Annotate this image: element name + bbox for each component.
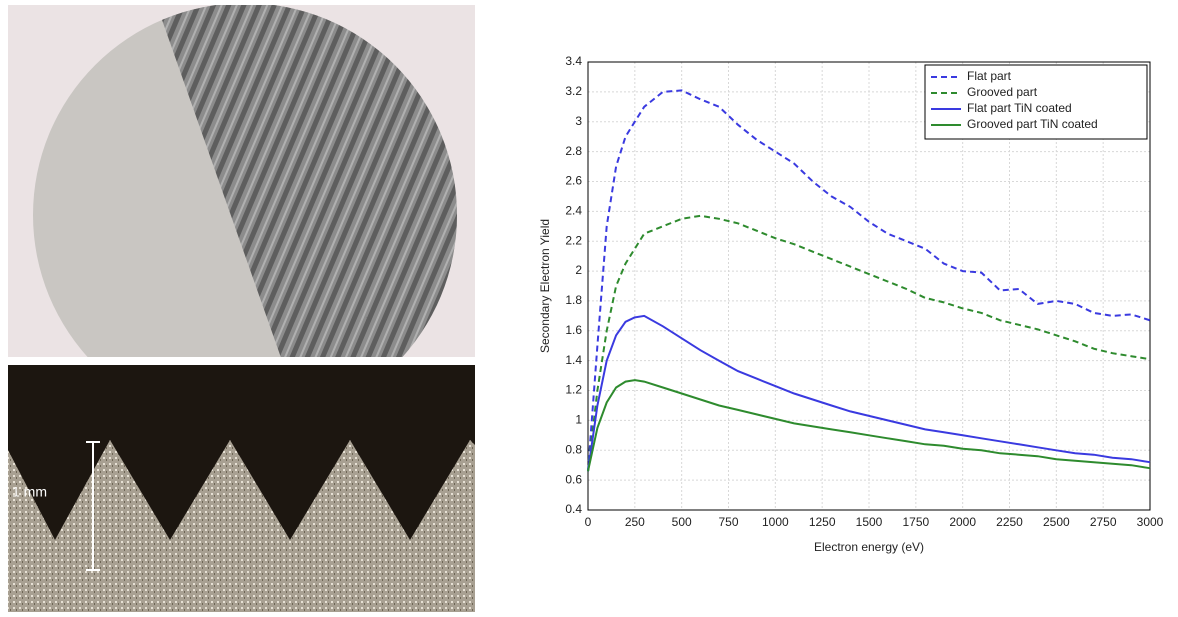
- groove-photo: 1 mm: [8, 365, 475, 612]
- y-tick-label: 1.6: [565, 323, 582, 337]
- y-tick-label: 0.6: [565, 472, 582, 486]
- y-tick-label: 3: [575, 114, 582, 128]
- legend-label: Flat part: [967, 69, 1012, 83]
- x-tick-label: 1500: [856, 515, 883, 529]
- y-axis-label: Secondary Electron Yield: [538, 219, 552, 353]
- y-tick-label: 2.2: [565, 233, 582, 247]
- disc-photo: [8, 5, 475, 357]
- y-tick-label: 2.4: [565, 204, 582, 218]
- y-tick-label: 1.8: [565, 293, 582, 307]
- y-tick-label: 1: [575, 413, 582, 427]
- y-tick-label: 0.4: [565, 502, 582, 516]
- x-tick-label: 2250: [996, 515, 1023, 529]
- x-tick-label: 500: [672, 515, 692, 529]
- plot-frame: [587, 61, 1151, 511]
- legend-label: Grooved part: [967, 85, 1038, 99]
- data-line: [587, 89, 1151, 472]
- y-tick-label: 3.4: [565, 54, 582, 68]
- legend-label: Grooved part TiN coated: [967, 117, 1098, 131]
- data-line: [587, 314, 1151, 472]
- y-tick-label: 2: [575, 263, 582, 277]
- x-tick-label: 750: [718, 515, 738, 529]
- data-line: [587, 379, 1151, 472]
- x-tick-label: 1750: [902, 515, 929, 529]
- x-tick-label: 2750: [1090, 515, 1117, 529]
- x-tick-label: 250: [625, 515, 645, 529]
- y-tick-label: 3.2: [565, 84, 582, 98]
- scale-label: 1 mm: [12, 484, 47, 500]
- x-tick-label: 3000: [1137, 515, 1164, 529]
- data-line: [587, 214, 1151, 472]
- legend-box: [924, 64, 1148, 140]
- y-tick-label: 2.6: [565, 174, 582, 188]
- x-axis-label: Electron energy (eV): [814, 540, 924, 554]
- x-tick-label: 0: [585, 515, 592, 529]
- x-tick-label: 1000: [762, 515, 789, 529]
- x-tick-label: 1250: [809, 515, 836, 529]
- y-tick-label: 1.4: [565, 353, 582, 367]
- y-tick-label: 0.8: [565, 442, 582, 456]
- y-tick-label: 1.2: [565, 383, 582, 397]
- y-tick-label: 2.8: [565, 144, 582, 158]
- legend-label: Flat part TiN coated: [967, 101, 1072, 115]
- x-tick-label: 2500: [1043, 515, 1070, 529]
- x-tick-label: 2000: [949, 515, 976, 529]
